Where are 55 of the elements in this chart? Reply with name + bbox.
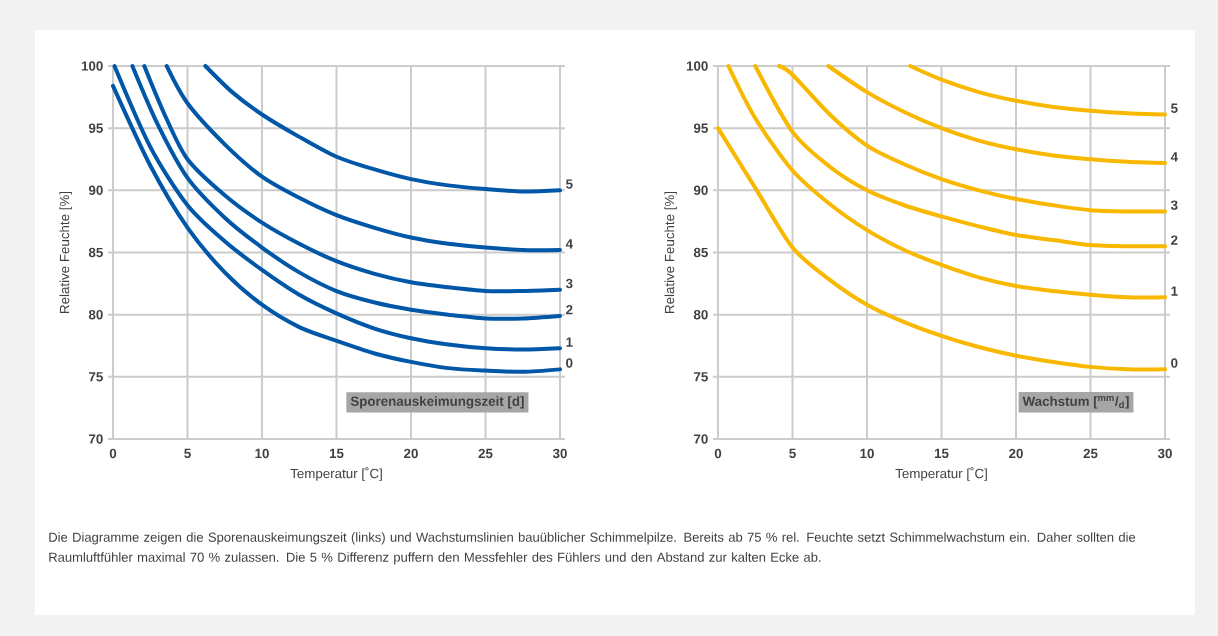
line-series — [203, 64, 562, 194]
x-axis-title: Temperatur [˚C] — [895, 467, 987, 481]
x-tick-label: 5 — [184, 448, 191, 459]
series-label: 0 — [566, 358, 573, 368]
y-tick-label: 95 — [693, 123, 708, 133]
x-tick-label: 15 — [934, 448, 949, 459]
y-tick-label: 70 — [694, 434, 708, 444]
text: Die Diagramme zeigen die Sporenauskeimungszeit (links) und Wachstumslinien bauüblicher Schimmelpilze. Bereits ab 75 % rel. Feuchte setzt Schimmelwachstum ein. Daher sollten die Raumluftfühler maximal 70 % zulassen. Die 5 % Differenz puffern den Messfehler des Fühlers und den Abstand zur kalten Ecke ab. — [49, 532, 1136, 565]
y-tick-label: 75 — [694, 372, 708, 382]
y-tick-label: 100 — [81, 61, 103, 71]
x-tick-label: 10 — [860, 448, 874, 459]
series-label: 4 — [565, 239, 573, 249]
x-tick-label: 30 — [552, 448, 567, 459]
x-tick-label: 10 — [255, 448, 269, 459]
x-tick-label: 15 — [329, 448, 344, 459]
line-series — [726, 64, 1167, 300]
x-tick-label: 20 — [1009, 448, 1023, 459]
line-series — [908, 64, 1167, 117]
x-axis-title: Temperatur [˚C] — [290, 467, 382, 481]
line-series — [716, 126, 1167, 372]
series-label: 3 — [1170, 200, 1178, 210]
y-tick-label: 95 — [88, 123, 103, 133]
annotation: Wachstum [$^{mm}$/$_{d}$] — [1022, 396, 1129, 409]
series-label: 5 — [566, 179, 573, 189]
x-tick-label: 25 — [1083, 448, 1098, 459]
series-label: 0 — [1171, 358, 1178, 368]
y-tick-label: 85 — [88, 247, 103, 258]
annotation: Sporenauskeimungszeit [d] — [350, 396, 524, 409]
x-tick-label: 30 — [1157, 448, 1172, 459]
y-tick-label: 80 — [88, 309, 103, 320]
series-label: 1 — [566, 337, 573, 347]
y-tick-label: 70 — [89, 434, 103, 444]
series-label: 4 — [1170, 152, 1178, 162]
line-series — [777, 64, 1167, 214]
series-label: 2 — [1171, 235, 1178, 245]
line-series — [164, 64, 562, 253]
series-label: 5 — [1171, 103, 1178, 113]
x-tick-label: 20 — [404, 448, 418, 459]
series-label: 1 — [1171, 286, 1178, 296]
y-tick-label: 80 — [693, 309, 708, 320]
y-tick-label: 100 — [686, 61, 708, 71]
series-label: 2 — [566, 305, 573, 315]
series-label: 3 — [565, 278, 573, 289]
x-tick-label: 0 — [714, 448, 722, 459]
y-tick-label: 75 — [89, 372, 103, 382]
y-tick-label: 90 — [693, 185, 708, 196]
line-series — [753, 64, 1167, 249]
x-tick-label: 25 — [478, 448, 493, 459]
line-series — [826, 64, 1167, 165]
y-axis-title: Relative Feuchte [%] — [59, 191, 72, 313]
y-axis-title: Relative Feuchte [%] — [664, 191, 677, 313]
x-tick-label: 0 — [109, 448, 117, 459]
y-tick-label: 85 — [693, 247, 708, 258]
x-tick-label: 5 — [789, 448, 796, 459]
y-tick-label: 90 — [88, 185, 103, 196]
